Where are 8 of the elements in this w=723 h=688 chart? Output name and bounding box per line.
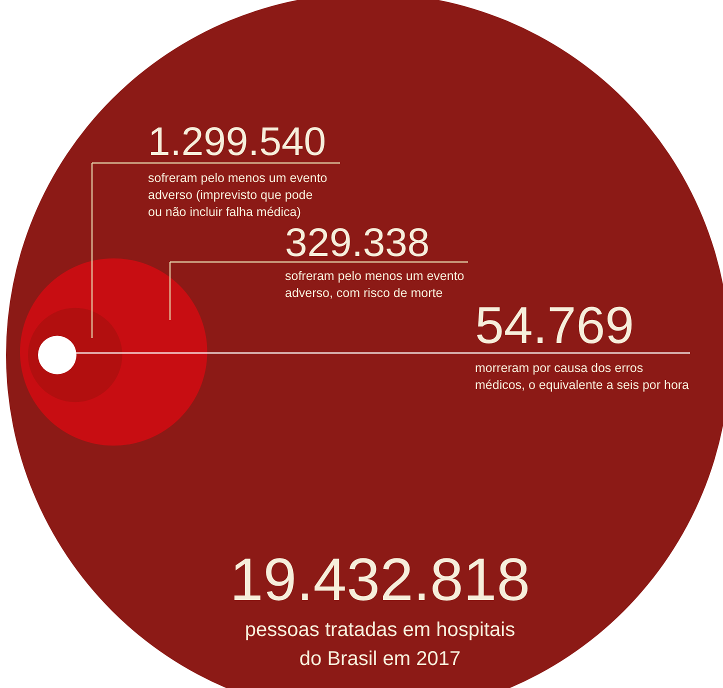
data-label: 19.432.818 — [230, 546, 530, 613]
category-label: sofreram pelo menos um evento adverso (imprevisto que pode ou não incluir falha médica) — [148, 171, 328, 219]
category-label: pessoas tratadas em hospitais do Brasil em 2017 — [244, 619, 516, 670]
category-label: sofreram pelo menos um evento adverso, com risco de morte — [285, 269, 464, 300]
category-label: morreram por causa dos erros médicos, o equivalente a seis por hora — [475, 361, 690, 392]
data-label: 54.769 — [475, 297, 634, 355]
data-label: 1.299.540 — [148, 120, 326, 164]
data-label: 329.338 — [285, 221, 430, 265]
